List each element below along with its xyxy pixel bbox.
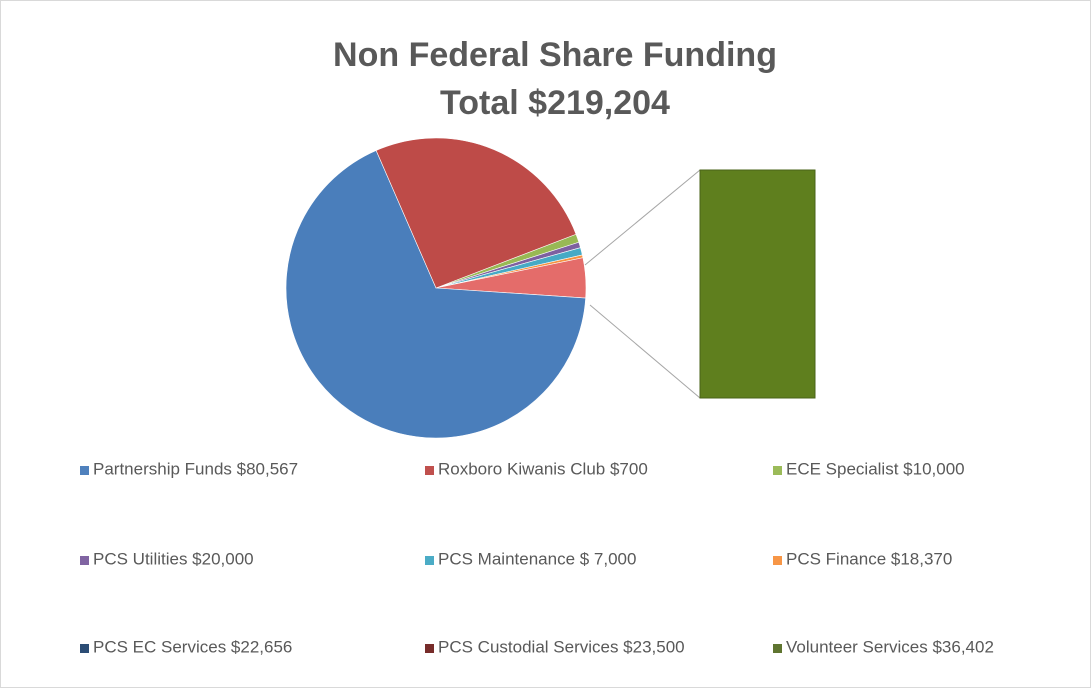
chart-subtitle: Total $219,204 bbox=[440, 84, 670, 122]
legend-label: PCS Maintenance $ 7,000 bbox=[438, 549, 636, 568]
legend-label: Volunteer Services $36,402 bbox=[786, 637, 994, 656]
legend-swatch bbox=[773, 466, 782, 475]
connector bbox=[584, 169, 701, 266]
legend-swatch bbox=[425, 644, 434, 653]
legend-label: PCS Custodial Services $23,500 bbox=[438, 637, 685, 656]
connector bbox=[589, 304, 701, 399]
legend-swatch bbox=[80, 556, 89, 565]
legend-swatch bbox=[425, 556, 434, 565]
legend-swatch bbox=[80, 644, 89, 653]
chart-title: Non Federal Share Funding bbox=[333, 36, 777, 74]
legend-swatch bbox=[80, 466, 89, 475]
pie-slice bbox=[285, 150, 586, 439]
legend-label: ECE Specialist $10,000 bbox=[786, 459, 965, 478]
legend-label: PCS Finance $18,370 bbox=[786, 549, 952, 568]
legend-label: Partnership Funds $80,567 bbox=[93, 459, 298, 478]
bar bbox=[699, 169, 816, 399]
legend-swatch bbox=[425, 466, 434, 475]
legend-label: PCS Utilities $20,000 bbox=[93, 549, 254, 568]
pie-slice bbox=[375, 137, 577, 289]
legend-label: Roxboro Kiwanis Club $700 bbox=[438, 459, 648, 478]
legend-swatch bbox=[773, 556, 782, 565]
legend-label: PCS EC Services $22,656 bbox=[93, 637, 292, 656]
legend-swatch bbox=[773, 644, 782, 653]
